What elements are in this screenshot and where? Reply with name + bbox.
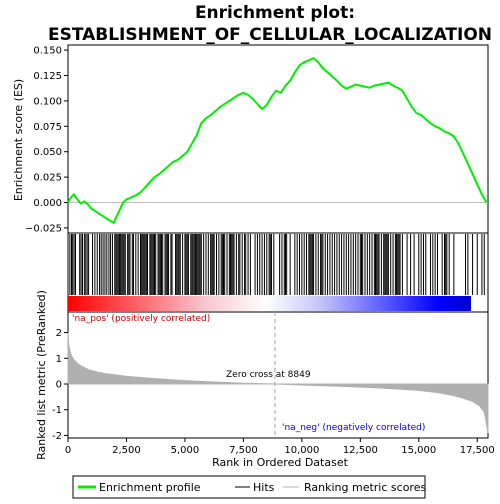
hit-lines [69, 234, 485, 295]
es-tick-label: 0.050 [33, 147, 62, 158]
metric-tick-label: 1 [56, 354, 62, 365]
es-tick-label: 0.150 [33, 46, 62, 57]
ranking-metric-panel: -2 -1 0 1 2 0 2,500 5,000 7,500 10,000 12,500 15,0… [35, 290, 495, 469]
legend-entry-enrichment: Enrichment profile [99, 481, 201, 494]
x-axis-label: Rank in Ordered Dataset [212, 456, 349, 469]
metric-tick-label: -2 [52, 431, 62, 442]
es-axis-label: Enrichment score (ES) [12, 79, 25, 201]
es-tick-label: 0.075 [33, 122, 62, 133]
metric-tick-label: 0 [56, 380, 62, 391]
x-tick-label: 0 [65, 445, 71, 456]
enrichment-profile-line [67, 57, 488, 225]
x-tick-label: 15,000 [401, 445, 436, 456]
metric-axis-label: Ranked list metric (PreRanked) [35, 290, 48, 460]
es-tick-label: 0.125 [33, 71, 62, 82]
enrichment-panel-frame [67, 44, 489, 234]
es-tick-label: −0.025 [25, 223, 62, 234]
rank-x-ticks: 0 2,500 5,000 7,500 10,000 12,500 15,000 17,500 [65, 438, 495, 456]
metric-tick-label: 2 [56, 328, 62, 339]
hits-panel [67, 232, 489, 313]
x-tick-label: 12,500 [343, 445, 378, 456]
es-tick-label: 0.100 [33, 96, 62, 107]
metric-tick-label: -1 [52, 405, 62, 416]
legend: Enrichment profile Hits Ranking metric s… [72, 475, 426, 499]
positive-correlation-label: 'na_pos' (positively correlated) [72, 314, 210, 324]
x-tick-label: 10,000 [284, 445, 319, 456]
enrichment-panel: −0.025 0.000 0.025 0.050 0.075 0.100 0.125 0.15… [12, 44, 489, 234]
ranking-y-ticks: -2 -1 0 1 2 [52, 328, 68, 442]
x-tick-label: 2,500 [112, 445, 141, 456]
es-tick-label: 0.000 [33, 198, 62, 209]
zero-cross-label: Zero cross at 8849 [226, 370, 311, 380]
legend-entry-ranking: Ranking metric scores [304, 481, 426, 494]
x-tick-label: 5,000 [171, 445, 200, 456]
chart-title: Enrichment plot: [195, 3, 355, 23]
es-tick-label: 0.025 [33, 173, 62, 184]
x-tick-label: 17,500 [460, 445, 495, 456]
x-tick-label: 7,500 [229, 445, 258, 456]
chart-subtitle: ESTABLISHMENT_OF_CELLULAR_LOCALIZATION [48, 25, 492, 45]
negative-correlation-label: 'na_neg' (negatively correlated) [282, 423, 425, 433]
legend-entry-hits: Hits [253, 481, 275, 494]
rank-color-bar [68, 296, 471, 311]
enrichment-y-ticks: −0.025 0.000 0.025 0.050 0.075 0.100 0.125 0.15… [25, 46, 68, 234]
